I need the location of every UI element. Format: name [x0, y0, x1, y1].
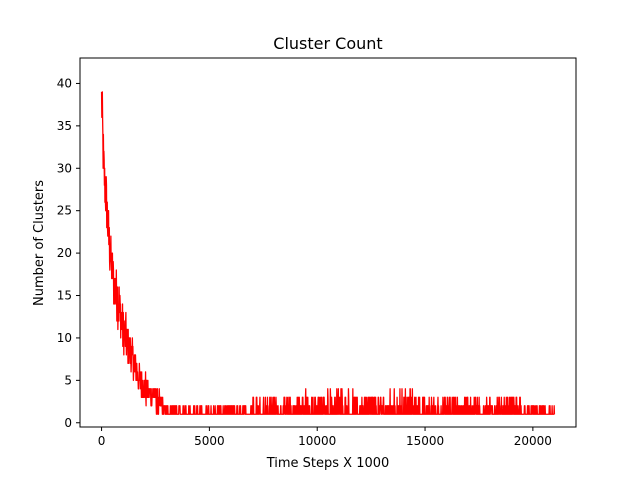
- x-tick-label: 15000: [406, 434, 444, 448]
- y-tick-label: 30: [57, 161, 72, 175]
- y-tick-label: 25: [57, 204, 72, 218]
- y-tick-label: 5: [64, 373, 72, 387]
- x-tick-label: 0: [98, 434, 106, 448]
- y-tick-label: 0: [64, 416, 72, 430]
- y-tick-label: 40: [57, 76, 72, 90]
- y-tick-label: 10: [57, 331, 72, 345]
- axes-frame: [79, 57, 577, 428]
- y-tick-label: 35: [57, 119, 72, 133]
- x-axis-label: Time Steps X 1000: [266, 456, 390, 471]
- y-axis: 0 5 10 15 20 25 30 35 40: [57, 76, 80, 430]
- y-tick-label: 20: [57, 246, 72, 260]
- series-line: [100, 91, 556, 415]
- y-tick-label: 15: [57, 289, 72, 303]
- x-tick-label: 20000: [514, 434, 552, 448]
- series-layer: [100, 91, 556, 415]
- x-axis: 0 5000 10000 15000 20000: [98, 427, 552, 448]
- y-axis-label: Number of Clusters: [32, 180, 47, 306]
- x-tick-label: 5000: [194, 434, 225, 448]
- x-tick-label: 10000: [298, 434, 336, 448]
- plot-area: [100, 91, 556, 415]
- chart-title: Cluster Count: [273, 34, 382, 53]
